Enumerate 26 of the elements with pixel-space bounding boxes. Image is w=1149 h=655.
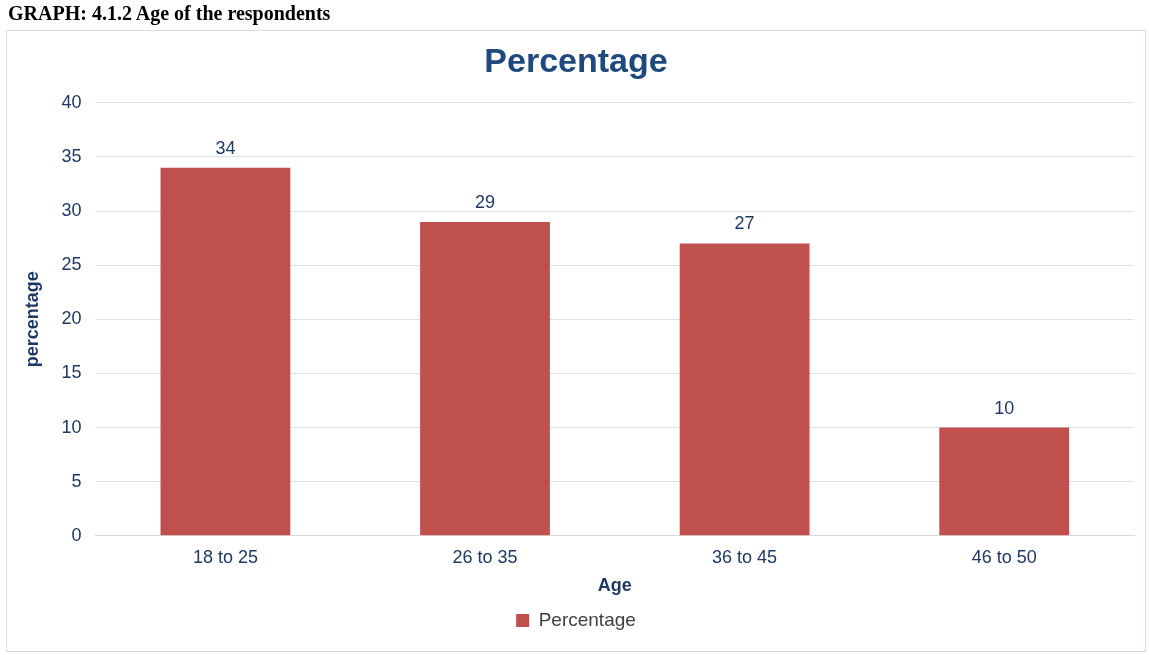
x-tick-label: 26 to 35 bbox=[452, 546, 518, 567]
x-tick-label: 18 to 25 bbox=[192, 546, 258, 567]
x-tick-label: 46 to 50 bbox=[971, 546, 1037, 567]
bar bbox=[679, 243, 810, 536]
text: GRAPH: 4.1.2 Age of the respondents bbox=[7, 1, 332, 26]
chart-title: Percentage bbox=[484, 40, 668, 79]
x-axis-title: Age bbox=[597, 575, 632, 596]
y-axis-title: percentage bbox=[21, 271, 42, 368]
data-label: 10 bbox=[994, 397, 1015, 418]
bar bbox=[939, 427, 1070, 536]
legend-label: Percentage bbox=[538, 608, 636, 630]
y-tick-label: 35 bbox=[61, 145, 82, 166]
y-tick-label: 15 bbox=[61, 362, 82, 383]
data-label: 27 bbox=[734, 213, 755, 234]
bar bbox=[420, 221, 550, 536]
y-tick-label: 0 bbox=[71, 524, 82, 545]
y-tick-label: 10 bbox=[61, 416, 82, 437]
y-tick-label: 25 bbox=[61, 254, 82, 275]
y-tick-label: 20 bbox=[61, 308, 82, 329]
data-label: 34 bbox=[215, 137, 236, 158]
y-tick-label: 40 bbox=[61, 91, 82, 112]
data-label: 29 bbox=[475, 191, 496, 212]
bar bbox=[160, 167, 291, 536]
x-tick-label: 36 to 45 bbox=[712, 546, 778, 567]
y-tick-label: 5 bbox=[71, 470, 82, 491]
y-tick-label: 30 bbox=[61, 200, 82, 221]
